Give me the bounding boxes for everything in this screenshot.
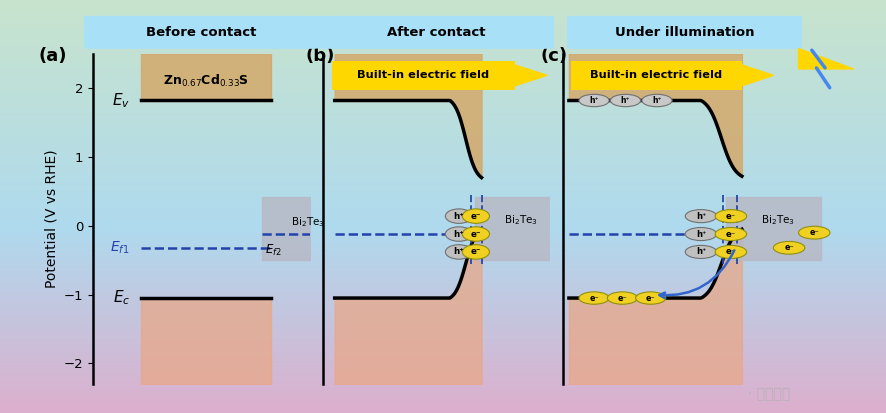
Text: e⁻: e⁻ [784, 243, 794, 252]
Text: e⁻: e⁻ [726, 211, 736, 221]
Ellipse shape [610, 94, 641, 107]
Text: e⁻: e⁻ [726, 247, 736, 256]
FancyBboxPatch shape [332, 61, 515, 90]
Text: e⁻: e⁻ [809, 228, 820, 237]
Ellipse shape [798, 226, 830, 239]
Ellipse shape [685, 228, 717, 240]
Text: (b): (b) [306, 47, 335, 65]
FancyBboxPatch shape [563, 16, 806, 49]
Ellipse shape [462, 227, 489, 241]
FancyBboxPatch shape [571, 61, 742, 90]
Text: (c): (c) [540, 47, 568, 65]
Text: h⁺: h⁺ [621, 96, 630, 105]
Ellipse shape [773, 241, 804, 254]
Text: e⁻: e⁻ [726, 230, 736, 239]
Text: · 微纳光学: · 微纳光学 [748, 387, 790, 401]
Text: h⁺: h⁺ [454, 247, 464, 256]
Ellipse shape [462, 244, 489, 259]
Text: e⁻: e⁻ [618, 294, 627, 303]
Text: Under illumination: Under illumination [615, 26, 754, 38]
Text: $E_c$: $E_c$ [113, 289, 130, 307]
Text: $E_{f2}$: $E_{f2}$ [265, 243, 281, 258]
Ellipse shape [446, 244, 472, 259]
Text: e⁻: e⁻ [589, 294, 599, 303]
Polygon shape [740, 64, 773, 87]
FancyBboxPatch shape [315, 16, 558, 49]
Ellipse shape [715, 210, 747, 223]
Ellipse shape [462, 209, 489, 223]
Text: e⁻: e⁻ [646, 294, 656, 303]
Text: Built-in electric field: Built-in electric field [357, 70, 489, 81]
Text: h⁺: h⁺ [696, 230, 706, 239]
FancyBboxPatch shape [80, 16, 323, 49]
Polygon shape [512, 64, 548, 87]
Ellipse shape [579, 94, 610, 107]
Text: e⁻: e⁻ [470, 247, 481, 256]
Text: Zn$_{0.67}$Cd$_{0.33}$S: Zn$_{0.67}$Cd$_{0.33}$S [348, 73, 434, 89]
Text: Zn$_{0.67}$Cd$_{0.33}$S: Zn$_{0.67}$Cd$_{0.33}$S [597, 73, 679, 89]
Text: $E_{f1}$: $E_{f1}$ [111, 240, 130, 256]
Text: h⁺: h⁺ [696, 211, 706, 221]
Text: e⁻: e⁻ [470, 211, 481, 221]
Text: e⁻: e⁻ [470, 230, 481, 239]
Text: h⁺: h⁺ [589, 96, 599, 105]
Text: Bi$_2$Te$_3$: Bi$_2$Te$_3$ [761, 214, 795, 227]
Text: h⁺: h⁺ [454, 230, 464, 239]
Text: h⁺: h⁺ [454, 211, 464, 221]
Ellipse shape [607, 292, 637, 304]
Y-axis label: Potential (V vs RHE): Potential (V vs RHE) [44, 150, 58, 288]
Ellipse shape [641, 94, 672, 107]
Text: Bi$_2$Te$_3$: Bi$_2$Te$_3$ [504, 214, 538, 227]
Ellipse shape [715, 245, 747, 259]
Ellipse shape [685, 245, 717, 259]
Ellipse shape [685, 210, 717, 223]
Ellipse shape [446, 227, 472, 241]
Text: Bi$_2$Te$_3$: Bi$_2$Te$_3$ [291, 216, 324, 229]
Text: $E_v$: $E_v$ [112, 91, 130, 110]
Ellipse shape [635, 292, 665, 304]
Text: Zn$_{0.67}$Cd$_{0.33}$S: Zn$_{0.67}$Cd$_{0.33}$S [163, 73, 249, 89]
Ellipse shape [579, 292, 610, 304]
Text: After contact: After contact [387, 26, 486, 38]
Ellipse shape [446, 209, 472, 223]
Text: (a): (a) [39, 47, 67, 65]
Text: h⁺: h⁺ [652, 96, 662, 105]
Text: h⁺: h⁺ [696, 247, 706, 256]
Ellipse shape [715, 228, 747, 240]
Text: Before contact: Before contact [146, 26, 257, 38]
Text: Built-in electric field: Built-in electric field [590, 70, 723, 81]
Polygon shape [798, 49, 854, 69]
